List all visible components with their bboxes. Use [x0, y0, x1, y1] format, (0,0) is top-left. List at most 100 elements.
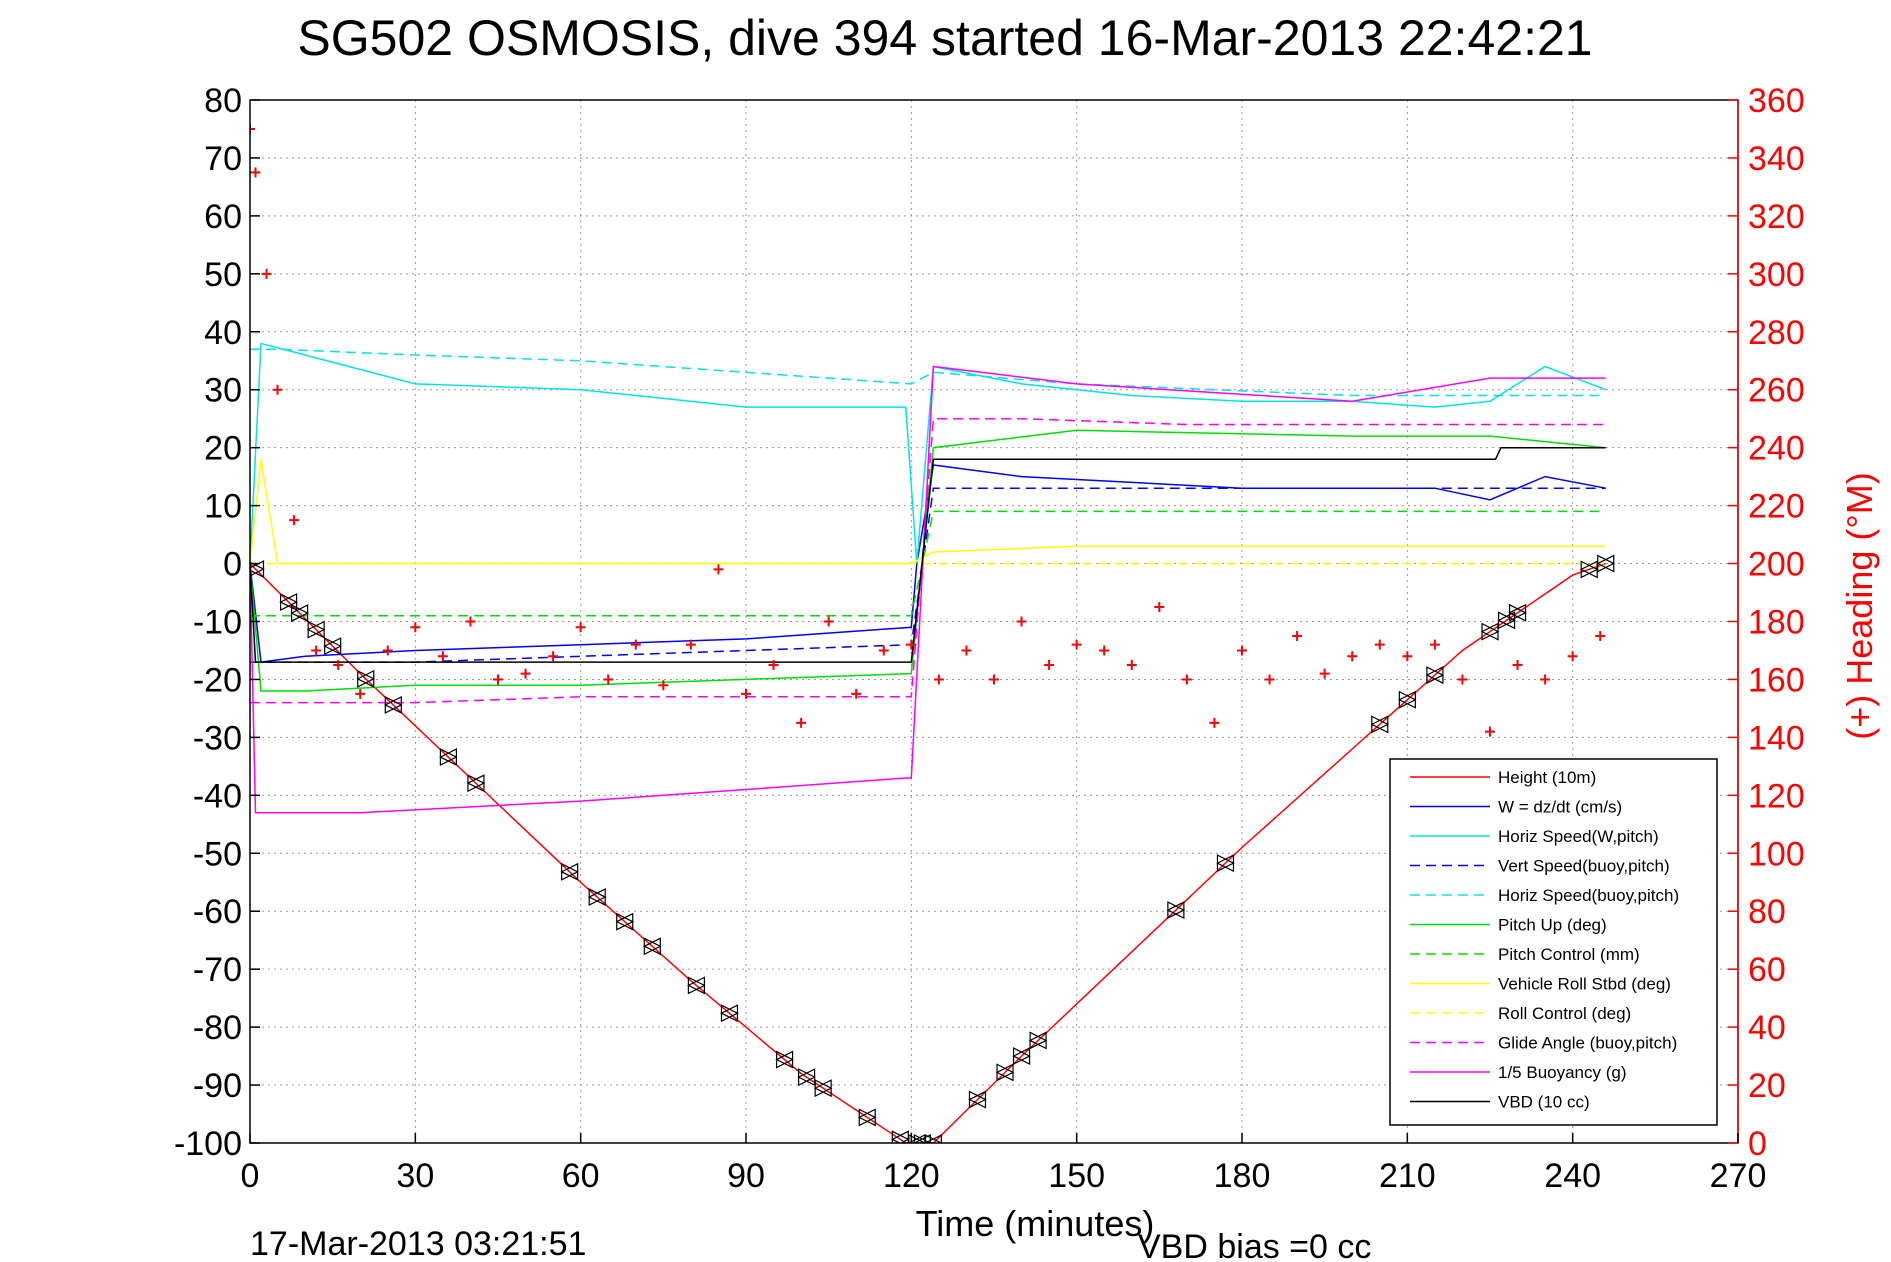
- depth-marker: [1028, 1031, 1048, 1050]
- heading-marker: [548, 651, 559, 662]
- right-tick-label: 20: [1748, 1067, 1786, 1105]
- legend-label: VBD (10 cc): [1498, 1093, 1590, 1112]
- depth-marker: [1397, 690, 1417, 709]
- heading-marker: [575, 622, 586, 633]
- heading-marker: [261, 268, 272, 279]
- right-tick-label: 220: [1748, 488, 1805, 526]
- legend-label: Vehicle Roll Stbd (deg): [1498, 975, 1671, 994]
- heading-marker: [961, 645, 972, 656]
- right-tick-label: 100: [1748, 835, 1805, 873]
- heading-marker: [1181, 674, 1192, 685]
- left-tick-label: 0: [223, 546, 242, 584]
- left-tick-label: -70: [193, 951, 242, 989]
- heading-marker: [1264, 674, 1275, 685]
- depth-marker: [1216, 854, 1235, 873]
- right-tick-label: 240: [1748, 430, 1805, 468]
- depth-marker: [383, 695, 403, 714]
- depth-marker: [687, 976, 706, 995]
- heading-marker: [437, 651, 448, 662]
- right-tick-label: 80: [1748, 893, 1786, 931]
- depth-marker: [279, 593, 298, 612]
- legend-label: Glide Angle (buoy,pitch): [1498, 1034, 1677, 1053]
- depth-marker: [913, 1134, 932, 1143]
- heading-marker: [1292, 630, 1303, 641]
- series-line: [250, 429, 1606, 692]
- right-axis-label: (+) Heading (°M): [1839, 472, 1880, 739]
- heading-marker: [355, 688, 366, 699]
- x-tick-label: 90: [727, 1157, 765, 1195]
- heading-marker: [410, 622, 421, 633]
- x-axis-label: Time (minutes): [916, 1203, 1155, 1244]
- depth-marker: [797, 1068, 816, 1087]
- heading-marker: [713, 564, 724, 575]
- right-tick-label: 60: [1748, 951, 1786, 989]
- heading-marker: [768, 659, 779, 670]
- depth-marker: [1370, 715, 1390, 734]
- series-line: [250, 348, 1606, 397]
- depth-marker: [1508, 603, 1527, 622]
- depth-marker: [250, 560, 265, 579]
- left-tick-label: -50: [193, 835, 242, 873]
- right-axis-ticks: 3603403203002802602402202001801601401201…: [1728, 82, 1805, 1163]
- depth-marker: [924, 1134, 943, 1143]
- depth-marker: [1166, 901, 1186, 920]
- legend-label: Horiz Speed(W,pitch): [1498, 827, 1659, 846]
- right-tick-label: 180: [1748, 604, 1805, 642]
- heading-marker: [289, 515, 300, 526]
- left-tick-label: 70: [204, 140, 242, 178]
- heading-marker: [658, 680, 669, 691]
- right-tick-label: 340: [1748, 140, 1805, 178]
- heading-marker: [933, 674, 944, 685]
- heading-marker: [1567, 651, 1578, 662]
- series-line: [250, 459, 1606, 565]
- heading-marker: [989, 674, 999, 685]
- heading-marker: [851, 688, 862, 699]
- left-tick-label: -20: [193, 661, 242, 699]
- depth-marker: [1012, 1047, 1031, 1066]
- chart-title: SG502 OSMOSIS, dive 394 started 16-Mar-2…: [297, 10, 1592, 66]
- heading-marker: [685, 639, 696, 650]
- left-axis-ticks: 80 70 60 50 40 30 20 10 0 -10 -20 -30 -40 -50 -60 -70 -8…: [174, 82, 260, 1163]
- heading-marker: [333, 659, 344, 670]
- series-line: [250, 446, 1606, 663]
- left-tick-label: -100: [174, 1125, 242, 1163]
- heading-marker: [250, 123, 255, 134]
- left-tick-label: 80: [204, 82, 242, 120]
- heading-marker: [250, 167, 261, 178]
- heading-marker: [1154, 602, 1165, 613]
- depth-marker: [439, 748, 458, 767]
- series-group: [250, 123, 1616, 1143]
- depth-marker: [290, 604, 309, 623]
- series-line: [250, 365, 1606, 814]
- legend: Height (10m) W = dz/dt (cm/s) Horiz Speed(…: [1389, 758, 1718, 1126]
- depth-marker: [1497, 611, 1516, 630]
- heading-marker: [1374, 639, 1385, 650]
- heading-marker: [1512, 659, 1523, 670]
- heading-marker: [878, 645, 889, 656]
- x-tick-label: 150: [1048, 1157, 1105, 1195]
- left-tick-label: 60: [204, 198, 242, 236]
- heading-marker: [1237, 645, 1247, 656]
- right-tick-label: 0: [1748, 1125, 1767, 1163]
- legend-label: Horiz Speed(buoy,pitch): [1498, 886, 1679, 905]
- x-tick-label: 30: [396, 1157, 434, 1195]
- heading-marker: [493, 674, 503, 685]
- left-tick-label: -90: [193, 1067, 242, 1105]
- heading-marker: [465, 616, 476, 627]
- heading-marker: [1485, 726, 1495, 737]
- series-line: [250, 510, 1606, 617]
- heading-marker: [1429, 639, 1440, 650]
- right-tick-label: 40: [1748, 1009, 1786, 1047]
- heading-marker: [1099, 645, 1110, 656]
- x-tick-label: 60: [562, 1157, 600, 1195]
- depth-marker: [907, 1134, 927, 1143]
- right-tick-label: 140: [1748, 719, 1805, 757]
- end-time-label: 17-Mar-2013 03:21:51: [250, 1225, 586, 1262]
- left-tick-label: 10: [204, 488, 242, 526]
- depth-marker: [560, 862, 579, 881]
- left-tick-label: 30: [204, 372, 242, 410]
- right-tick-label: 120: [1748, 777, 1805, 815]
- plot-area: [250, 123, 1616, 1143]
- x-axis-ticks: 0 30 60 90 120 150 180 210 240 270: [241, 1133, 1766, 1195]
- right-tick-label: 260: [1748, 372, 1805, 410]
